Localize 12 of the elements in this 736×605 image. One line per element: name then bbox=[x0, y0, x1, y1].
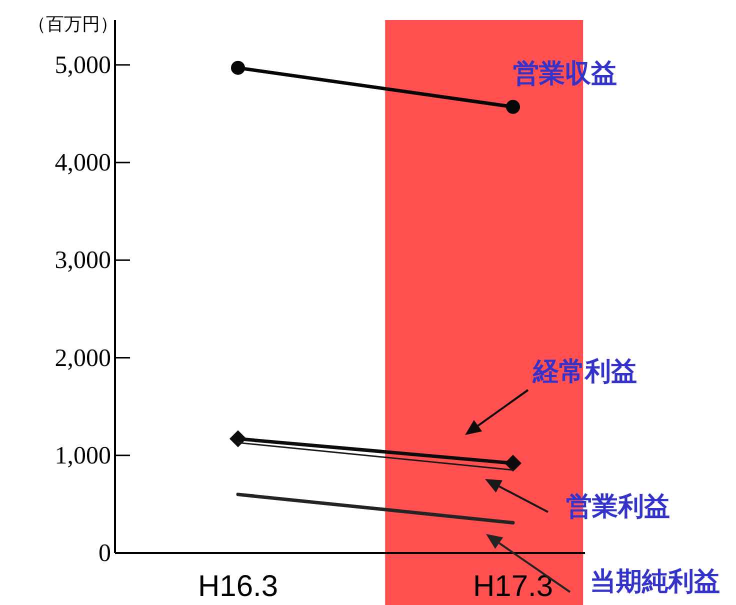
x-tick-label: H16.3 bbox=[198, 570, 278, 603]
x-tick-label: H17.3 bbox=[472, 570, 554, 603]
y-tick-label: 1,000 bbox=[54, 442, 111, 470]
y-tick-label: 2,000 bbox=[54, 344, 111, 372]
point bbox=[506, 100, 520, 114]
y-tick-label: 5,000 bbox=[54, 52, 111, 79]
y-axis-title: （百万円） bbox=[28, 14, 118, 35]
point bbox=[231, 60, 245, 75]
legend-label: 当期純利益 bbox=[590, 567, 720, 597]
y-tick-label: 3,000 bbox=[54, 247, 111, 274]
y-tick-label: 4,000 bbox=[54, 150, 111, 177]
y-tick-label: 0 bbox=[98, 540, 111, 567]
